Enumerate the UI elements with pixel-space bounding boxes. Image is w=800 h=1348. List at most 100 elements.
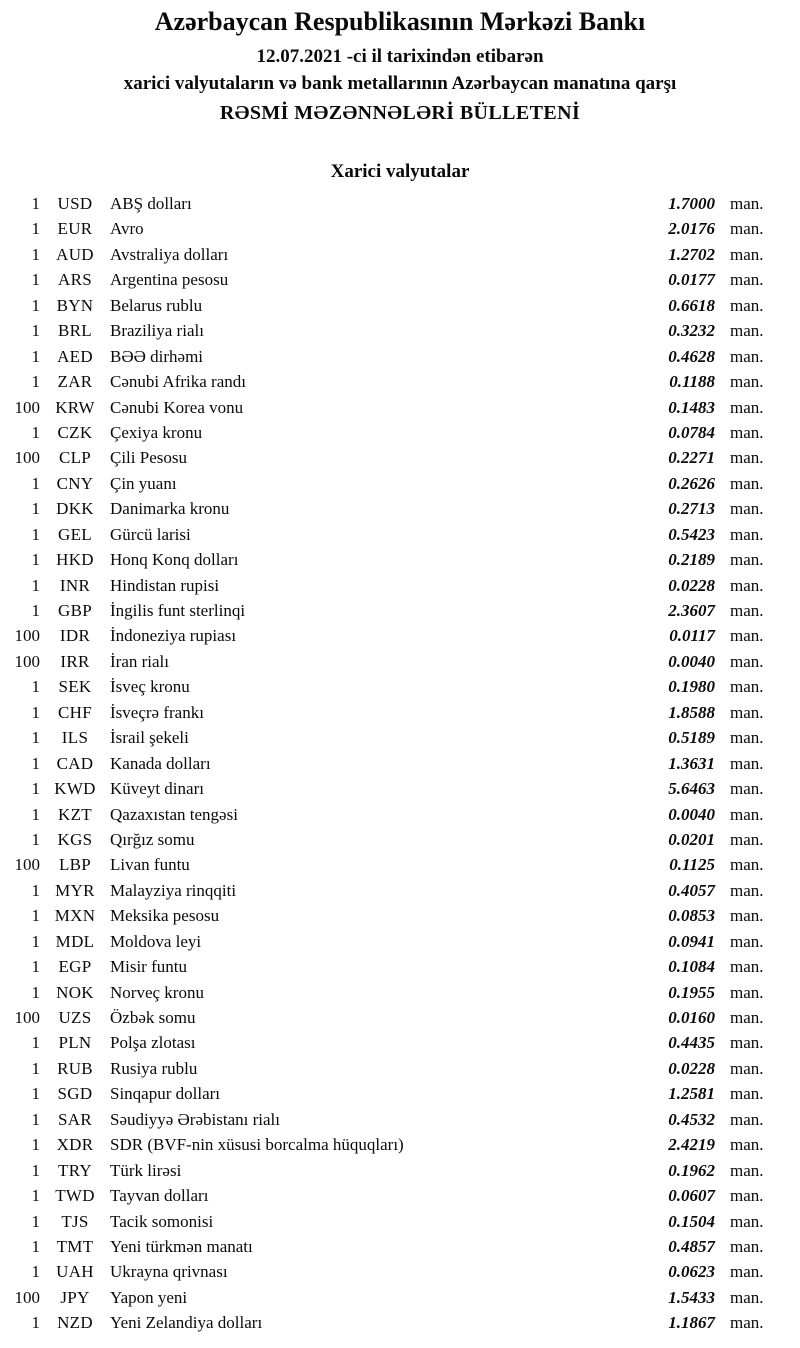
rate-row: 1 PLN Polşa zlotası 0.4435 man. [0,1030,775,1055]
currency-code-cell: MXN [54,906,96,926]
currency-name-cell: SDR (BVF-nin xüsusi borcalma hüquqları) [110,1135,404,1155]
rate-value-cell: 0.0117 [669,626,715,646]
rate-value-cell: 0.0040 [668,651,715,671]
unit-label-cell: man. [730,524,764,544]
quantity-cell: 1 [31,1236,41,1256]
currency-code-cell: CHF [58,702,92,722]
currency-name-cell: Tayvan dolları [110,1186,209,1206]
unit-label-cell: man. [730,1262,764,1282]
rate-value-cell: 0.1125 [669,855,715,875]
rates-table: 1 USD ABŞ dolları 1.7000 man. 1 EUR Avro… [0,191,775,1336]
unit-label-cell: man. [730,575,764,595]
rate-row: 1 SAR Səudiyyə Ərəbistanı rialı 0.4532 m… [0,1107,775,1132]
rate-value-cell: 0.0160 [668,1008,715,1027]
currency-code-cell: EGP [58,957,92,977]
rate-value-cell: 1.8588 [668,702,715,722]
currency-name-cell: Moldova leyi [110,931,202,951]
quantity-cell: 100 [14,397,41,417]
rate-row: 1 BYN Belarus rublu 0.6618 man. [0,293,775,318]
quantity-cell: 1 [31,1262,41,1282]
rate-value-cell: 0.2271 [668,448,715,468]
unit-label-cell: man. [730,1033,764,1053]
rate-row: 1 NZD Yeni Zelandiya dolları 1.1867 man. [0,1310,775,1335]
currency-name-cell: Küveyt dinarı [110,779,204,799]
quantity-cell: 1 [31,804,41,824]
currency-code-cell: IRR [60,651,90,671]
rate-row: 1 UAH Ukrayna qrivnası 0.0623 man. [0,1259,775,1284]
unit-label-cell: man. [730,728,764,748]
currency-code-cell: JPY [60,1287,90,1307]
currency-code-cell: GEL [58,524,92,544]
currency-code-cell: RUB [57,1058,93,1078]
unit-label-cell: man. [730,270,764,290]
currency-code-cell: MDL [55,931,95,951]
rate-value-cell: 0.4857 [668,1236,715,1256]
unit-label-cell: man. [730,1160,764,1180]
rate-value-cell: 0.0228 [668,1058,715,1078]
rate-row: 1 USD ABŞ dolları 1.7000 man. [0,191,775,216]
quantity-cell: 100 [14,855,41,875]
unit-label-cell: man. [730,626,764,646]
quantity-cell: 100 [14,1287,41,1307]
effective-date: 12.07.2021 -ci il tarixindən etibarən [256,46,544,67]
quantity-cell: 1 [31,1058,41,1078]
quantity-cell: 1 [31,550,41,570]
unit-label-cell: man. [730,1084,764,1104]
rate-value-cell: 1.1867 [668,1313,715,1333]
rate-row: 1 SEK İsveç kronu 0.1980 man. [0,674,775,699]
quantity-cell: 1 [31,194,41,213]
currency-name-cell: Avro [110,219,144,239]
currency-name-cell: İsveç kronu [110,677,190,697]
unit-label-cell: man. [730,829,764,849]
currency-name-cell: Rusiya rublu [110,1058,198,1078]
unit-label-cell: man. [730,779,764,799]
currency-name-cell: Polşa zlotası [110,1033,196,1053]
rate-row: 1 AUD Avstraliya dolları 1.2702 man. [0,242,775,267]
rate-value-cell: 0.2713 [668,499,715,519]
unit-label-cell: man. [730,1236,764,1256]
unit-label-cell: man. [730,372,764,392]
rate-value-cell: 0.5423 [668,524,715,544]
currency-name-cell: Yeni Zelandiya dolları [110,1313,263,1333]
rate-value-cell: 0.3232 [668,321,715,341]
quantity-cell: 1 [31,957,41,977]
rate-value-cell: 1.7000 [668,194,715,213]
currency-code-cell: TMT [56,1236,94,1256]
unit-label-cell: man. [730,906,764,926]
quantity-cell: 1 [31,601,41,620]
quantity-cell: 1 [31,1313,41,1333]
currency-name-cell: Livan funtu [110,855,190,875]
currency-code-cell: HKD [56,550,94,570]
unit-label-cell: man. [730,473,764,493]
rate-row: 100 KRW Cənubi Korea vonu 0.1483 man. [0,395,775,420]
currency-name-cell: İsveçrə frankı [110,702,204,722]
quantity-cell: 1 [31,321,41,341]
quantity-cell: 1 [31,880,41,900]
currency-code-cell: XDR [56,1135,94,1155]
currency-name-cell: Türk lirəsi [110,1160,182,1180]
currency-code-cell: MYR [55,880,95,900]
rate-value-cell: 0.0941 [668,931,715,951]
quantity-cell: 1 [31,295,41,315]
rate-value-cell: 0.0784 [668,422,715,442]
currency-name-cell: Cənubi Korea vonu [110,397,244,417]
quantity-cell: 1 [31,1160,41,1180]
rate-value-cell: 0.0607 [668,1186,715,1206]
quantity-cell: 1 [31,1186,41,1206]
rate-row: 1 SGD Sinqapur dolları 1.2581 man. [0,1081,775,1106]
unit-label-cell: man. [730,1109,764,1129]
rate-value-cell: 0.2189 [668,550,715,570]
rate-row: 100 LBP Livan funtu 0.1125 man. [0,852,775,877]
currency-code-cell: SGD [57,1084,93,1104]
currency-name-cell: İngilis funt sterlinqi [110,601,246,620]
quantity-cell: 1 [31,982,41,1002]
rate-row: 1 CNY Çin yuanı 0.2626 man. [0,471,775,496]
rate-value-cell: 0.1483 [668,397,715,417]
unit-label-cell: man. [730,1313,764,1333]
currency-name-cell: Norveç kronu [110,982,204,1002]
quantity-cell: 100 [14,626,41,646]
quantity-cell: 1 [31,346,41,366]
currency-name-cell: Qırğız somu [110,829,195,849]
currency-name-cell: Misir funtu [110,957,187,977]
currency-name-cell: Yeni türkmən manatı [110,1236,253,1256]
